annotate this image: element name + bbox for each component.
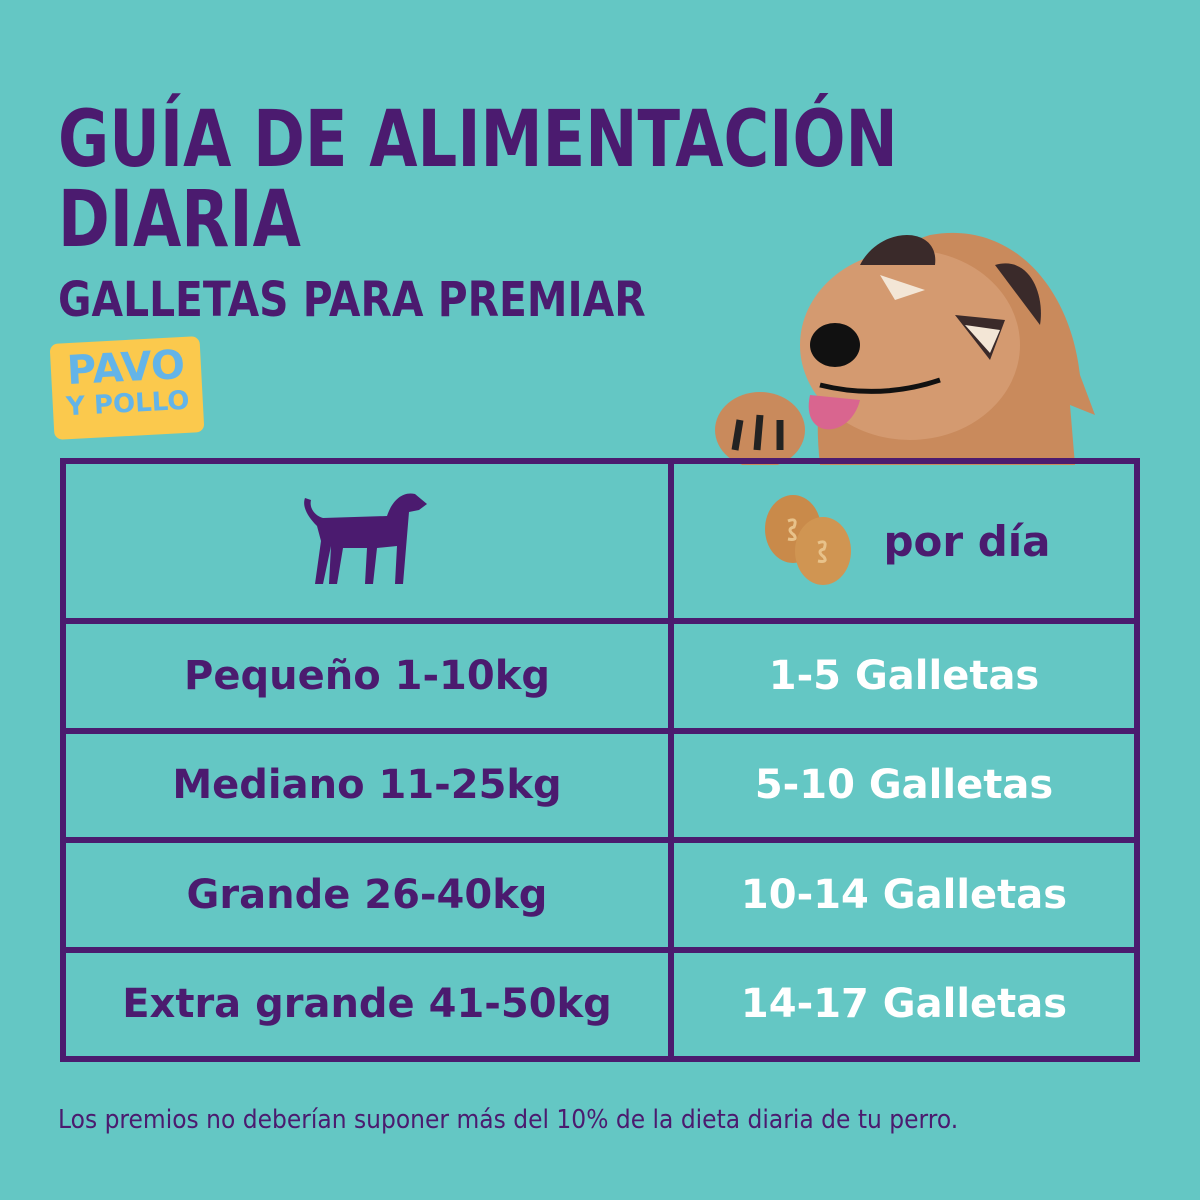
flavor-badge: PAVO Y POLLO	[49, 336, 205, 440]
page-subtitle: GALLETAS PARA PREMIAR	[58, 272, 646, 328]
feeding-table: por día Pequeño 1-10kg 1-5 Galletas Media…	[60, 458, 1140, 1062]
table-row: Mediano 11-25kg 5-10 Galletas	[60, 727, 1140, 843]
per-day-label: por día	[883, 516, 1051, 566]
table-header-row: por día	[60, 458, 1140, 624]
footer-note: Los premios no deberían suponer más del …	[58, 1105, 959, 1135]
biscuit-icon	[764, 495, 851, 585]
dog-size-cell: Extra grande 41-50kg	[60, 946, 674, 1062]
dog-size-cell: Pequeño 1-10kg	[60, 618, 674, 734]
page-title: GUÍA DE ALIMENTACIÓN DIARIA	[58, 95, 898, 265]
biscuit-amount-cell: 5-10 Galletas	[668, 727, 1140, 843]
badge-line-2: Y POLLO	[65, 385, 191, 423]
biscuit-amount-cell: 10-14 Galletas	[668, 837, 1140, 953]
per-day-header: por día	[668, 458, 1140, 624]
dog-size-cell: Mediano 11-25kg	[60, 727, 674, 843]
dog-size-cell: Grande 26-40kg	[60, 837, 674, 953]
biscuit-amount-cell: 1-5 Galletas	[668, 618, 1140, 734]
dog-silhouette-icon	[304, 493, 427, 584]
dog-illustration	[715, 232, 1095, 465]
table-row: Pequeño 1-10kg 1-5 Galletas	[60, 618, 1140, 734]
biscuit-amount-cell: 14-17 Galletas	[668, 946, 1140, 1062]
table-row: Grande 26-40kg 10-14 Galletas	[60, 837, 1140, 953]
dog-size-header	[60, 458, 674, 624]
table-row: Extra grande 41-50kg 14-17 Galletas	[60, 946, 1140, 1062]
